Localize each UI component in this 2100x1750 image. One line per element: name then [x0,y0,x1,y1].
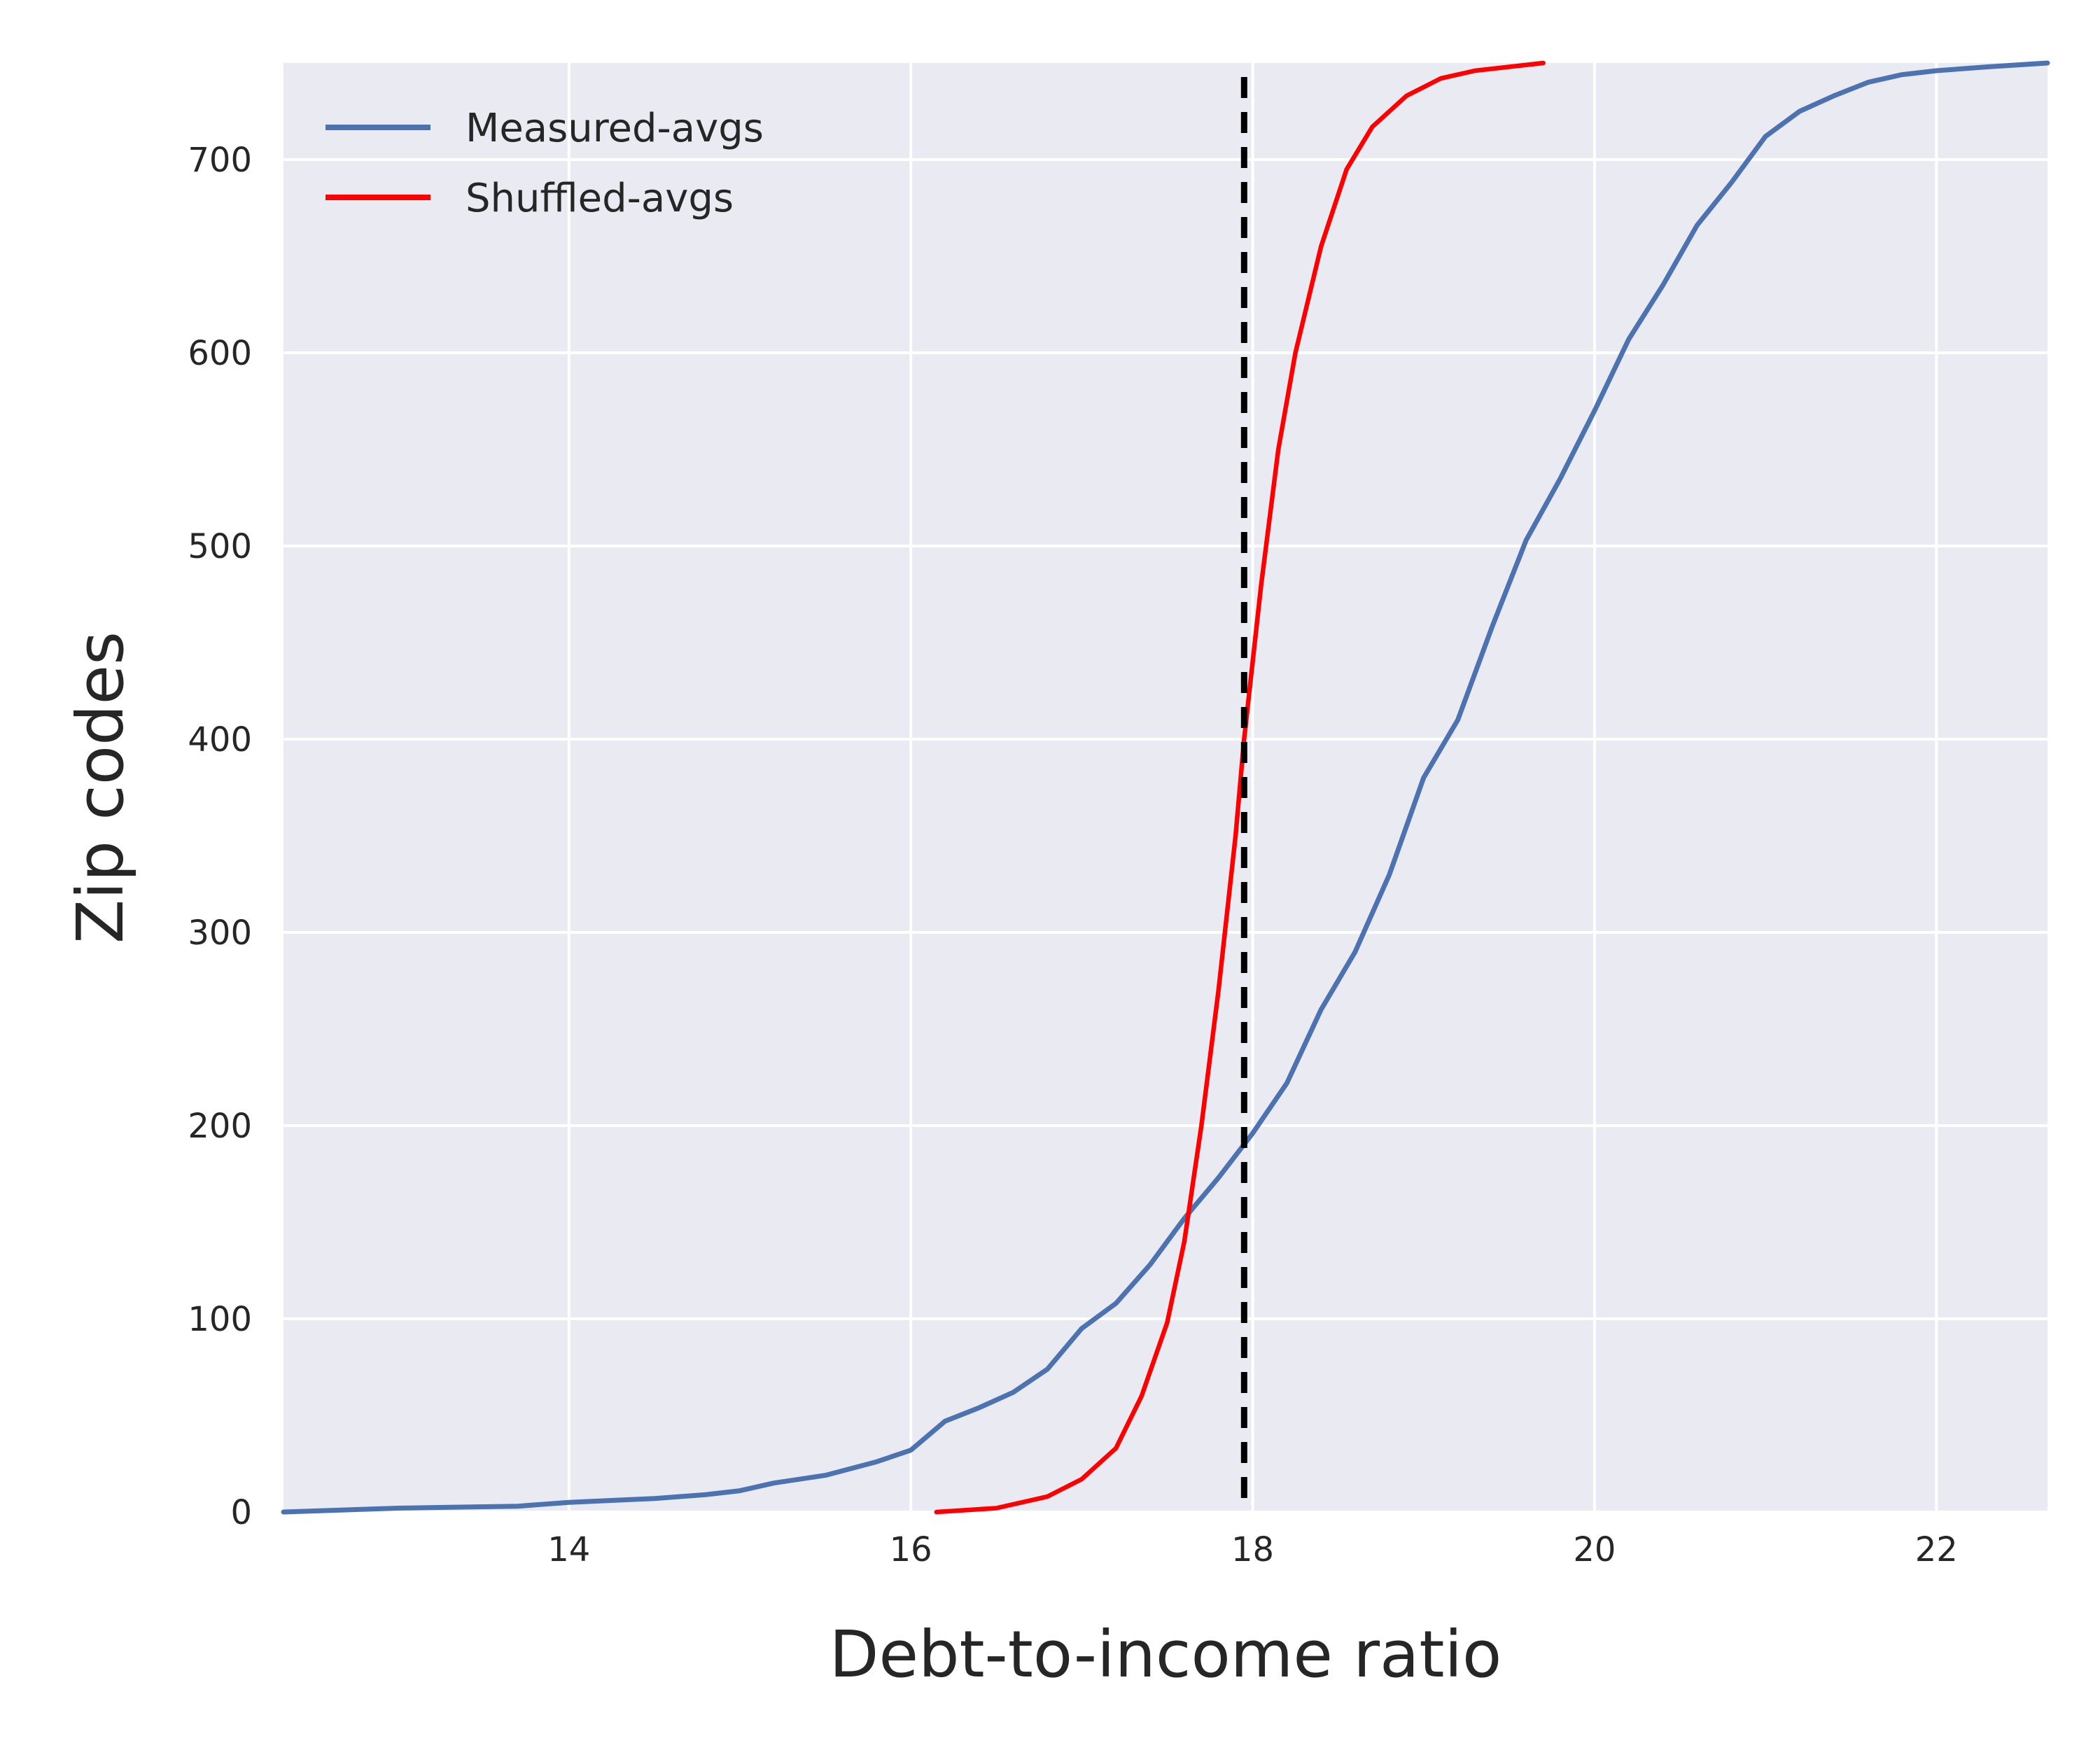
y-tick-label: 100 [188,1300,252,1339]
x-axis-label: Debt-to-income ratio [830,1617,1502,1692]
series-lines [281,60,2050,1515]
legend: Measured-avgs Shuffled-avgs [326,106,764,221]
legend-label-measured: Measured-avgs [465,106,764,151]
x-tick-label: 20 [1573,1530,1616,1569]
x-tick-label: 18 [1231,1530,1274,1569]
plot-background [284,63,2047,1512]
y-tick-label: 600 [188,334,252,373]
x-tick-label: 22 [1915,1530,1958,1569]
x-tick-label: 14 [547,1530,590,1569]
legend-label-shuffled: Shuffled-avgs [465,176,734,221]
y-tick-label: 400 [188,720,252,760]
y-axis-label: Zip codes [63,631,138,944]
y-tick-label: 500 [188,527,252,566]
y-tick-label: 200 [188,1107,252,1146]
y-tick-label: 0 [230,1493,252,1532]
x-tick-label: 16 [890,1530,932,1569]
grid-lines [284,63,2047,1513]
series-line-shuffled [934,60,1546,1515]
y-tick-label: 700 [188,141,252,180]
series-line-measured [281,60,2050,1515]
y-tick-label: 300 [188,913,252,953]
tick-labels: 14 16 18 20 22 0 100 200 300 400 500 600 700 [188,141,1957,1569]
